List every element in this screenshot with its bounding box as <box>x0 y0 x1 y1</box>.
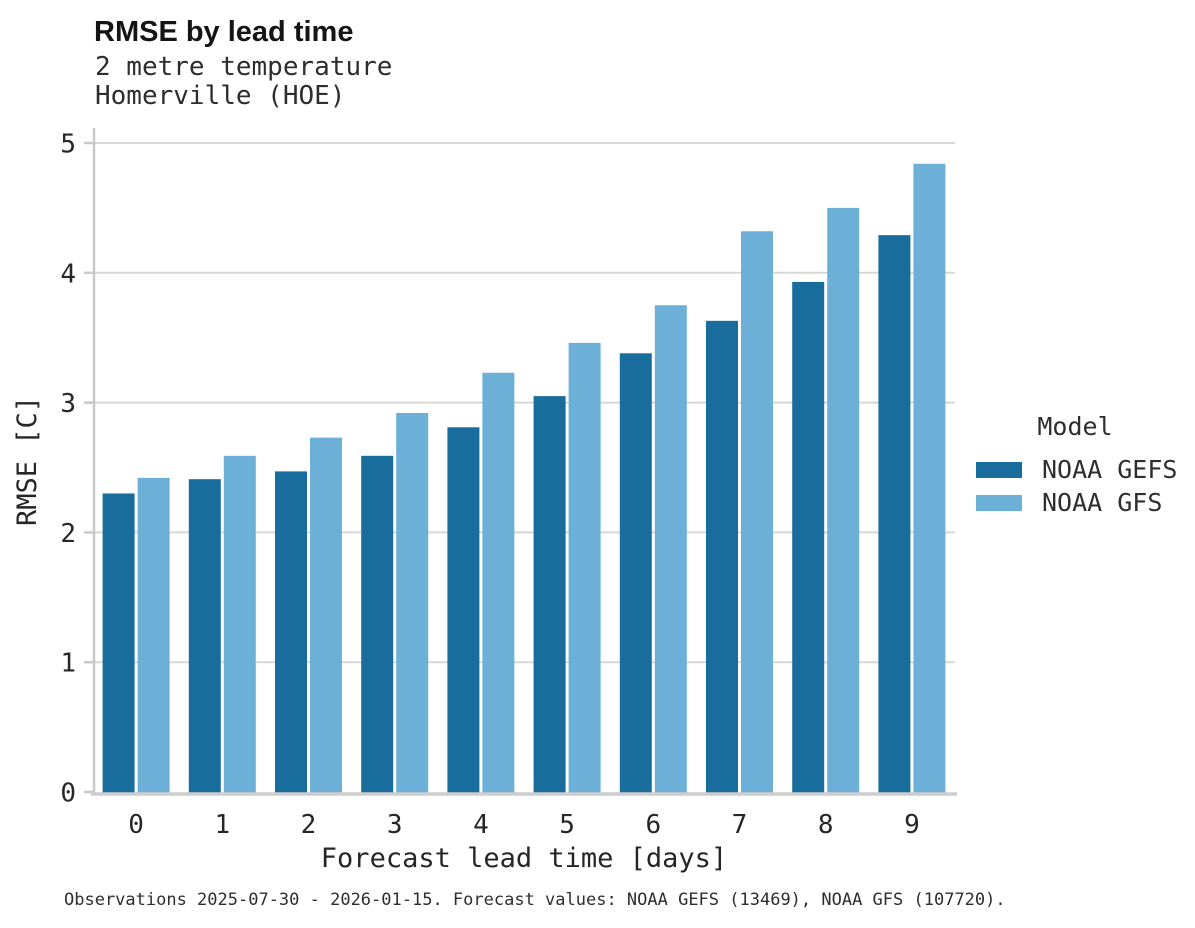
bar-noaa-gfs-day-9 <box>913 163 946 793</box>
x-tick-label-7: 7 <box>732 810 748 840</box>
y-tick-label-0: 0 <box>60 779 76 809</box>
x-axis-title: Forecast lead time [days] <box>321 843 727 874</box>
x-tick-label-6: 6 <box>645 810 661 840</box>
bar-noaa-gfs-day-6 <box>654 305 687 793</box>
bar-noaa-gfs-day-1 <box>223 455 256 793</box>
figure-caption: Observations 2025-07-30 - 2026-01-15. Fo… <box>64 890 1006 910</box>
legend-swatch-noaa-gefs <box>976 461 1022 478</box>
chart-title: RMSE by lead time <box>94 16 354 48</box>
y-tick-label-1: 1 <box>60 649 76 679</box>
x-tick-label-0: 0 <box>128 810 144 840</box>
bar-noaa-gefs-day-3 <box>361 455 394 793</box>
bar-noaa-gefs-day-8 <box>792 281 825 793</box>
bar-noaa-gfs-day-4 <box>482 372 515 793</box>
bar-noaa-gfs-day-2 <box>310 437 342 793</box>
bar-noaa-gefs-day-7 <box>706 320 738 793</box>
legend-item-noaa-gfs: NOAA GFS <box>976 486 1174 519</box>
bar-noaa-gefs-day-6 <box>619 353 652 793</box>
bar-noaa-gefs-day-9 <box>878 235 911 793</box>
x-tick-label-2: 2 <box>301 810 317 840</box>
y-tick-label-2: 2 <box>60 519 76 549</box>
legend-label-noaa-gefs: NOAA GEFS <box>1042 455 1178 484</box>
x-tick-label-8: 8 <box>818 810 834 840</box>
legend-item-noaa-gefs: NOAA GEFS <box>976 453 1178 486</box>
bar-noaa-gefs-day-5 <box>533 396 566 793</box>
bar-noaa-gefs-day-2 <box>275 471 307 793</box>
bar-noaa-gfs-day-7 <box>741 231 773 794</box>
bar-noaa-gfs-day-0 <box>137 477 170 793</box>
chart-subtitle-variable: 2 metre temperature <box>95 52 393 82</box>
bar-noaa-gefs-day-1 <box>188 479 221 793</box>
y-axis-title: RMSE [C] <box>12 396 43 526</box>
y-tick-label-5: 5 <box>60 130 76 160</box>
legend-label-noaa-gfs: NOAA GFS <box>1042 488 1163 517</box>
bar-noaa-gfs-day-8 <box>827 207 860 793</box>
legend-swatch-noaa-gfs <box>976 494 1022 511</box>
bar-noaa-gefs-day-0 <box>102 493 135 793</box>
bar-noaa-gfs-day-3 <box>396 412 429 793</box>
legend: Model NOAA GEFS NOAA GFS <box>976 412 1178 519</box>
legend-title: Model <box>1037 412 1113 441</box>
x-tick-label-4: 4 <box>473 810 489 840</box>
y-tick-label-3: 3 <box>60 389 76 419</box>
x-tick-label-1: 1 <box>214 810 230 840</box>
chart-subtitle-location: Homerville (HOE) <box>95 81 346 111</box>
bar-noaa-gefs-day-4 <box>447 427 480 793</box>
x-tick-label-9: 9 <box>904 810 920 840</box>
bar-noaa-gfs-day-5 <box>568 342 601 793</box>
y-tick-label-4: 4 <box>60 259 76 289</box>
x-tick-label-5: 5 <box>559 810 575 840</box>
x-tick-label-3: 3 <box>387 810 403 840</box>
